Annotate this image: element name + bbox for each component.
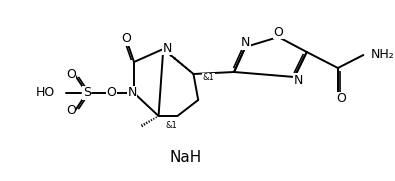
Text: N: N: [128, 87, 137, 100]
Text: O: O: [336, 92, 346, 106]
Text: &1: &1: [203, 73, 214, 83]
Text: &1: &1: [165, 121, 177, 131]
Text: NH₂: NH₂: [371, 47, 395, 60]
Text: O: O: [106, 87, 116, 100]
Text: HO: HO: [36, 87, 55, 100]
Text: NaH: NaH: [170, 150, 202, 165]
Text: O: O: [122, 33, 132, 45]
Text: O: O: [273, 26, 283, 39]
Text: N: N: [162, 41, 172, 54]
Text: S: S: [83, 87, 91, 100]
Text: O: O: [66, 104, 76, 117]
Text: N: N: [293, 73, 303, 87]
Text: N: N: [241, 37, 250, 49]
Text: O: O: [66, 68, 76, 81]
